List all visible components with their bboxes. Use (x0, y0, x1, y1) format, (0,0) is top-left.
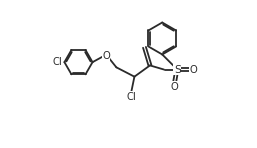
Text: Cl: Cl (53, 57, 63, 67)
Text: S: S (174, 65, 181, 75)
Text: O: O (190, 65, 197, 75)
Text: O: O (102, 51, 110, 61)
Text: Cl: Cl (126, 92, 136, 102)
Text: O: O (170, 82, 178, 92)
